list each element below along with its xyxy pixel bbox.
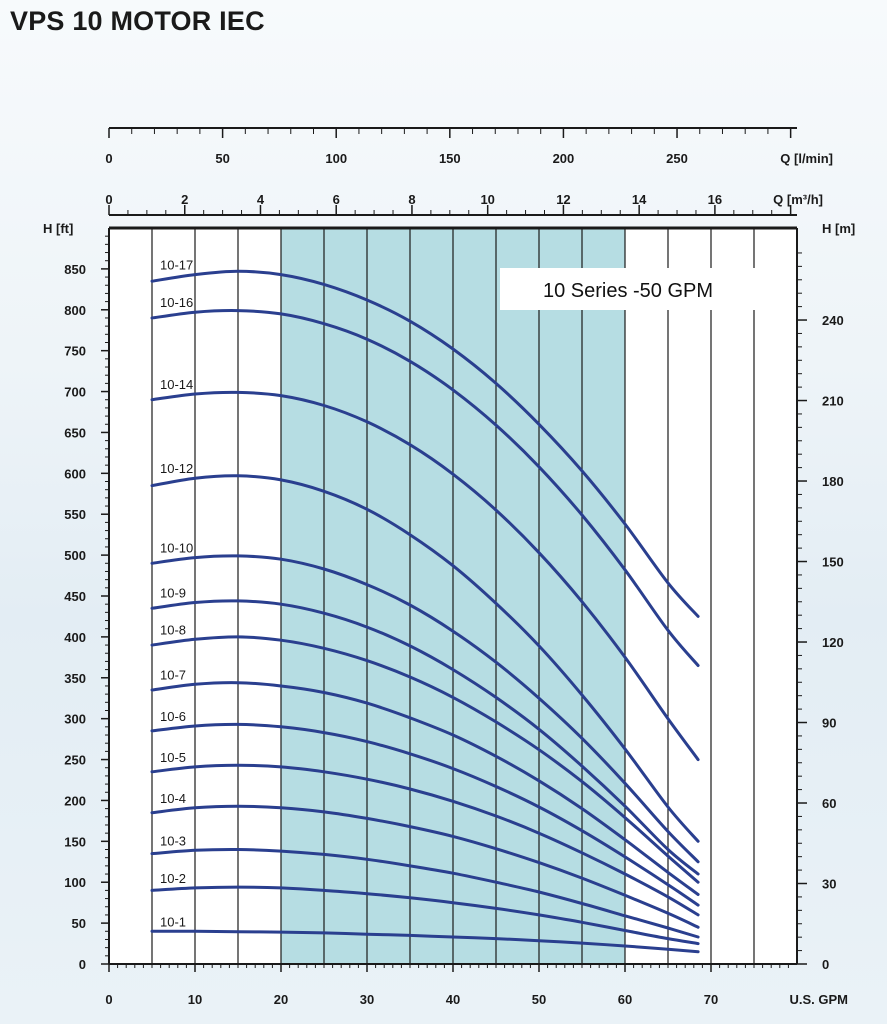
y-right-tick-label: 90 <box>822 716 836 731</box>
grid-lines <box>108 226 798 965</box>
y-left-tick-label: 700 <box>64 385 86 400</box>
x-top-lmin-tick-label: 250 <box>666 151 688 166</box>
y-left-tick-label: 850 <box>64 262 86 277</box>
x-top-m3h-tick-label: 4 <box>257 192 265 207</box>
y-left-axis-label: H [ft] <box>43 221 73 236</box>
pump-curve-10-9 <box>150 599 700 876</box>
y-left-tick-label: 50 <box>72 916 86 931</box>
x-top-m3h-tick-label: 8 <box>408 192 415 207</box>
pump-curve-10-6 <box>150 722 700 907</box>
curve-label-10-12: 10-12 <box>160 461 193 476</box>
page-title: VPS 10 MOTOR IEC <box>10 6 265 36</box>
curve-label-10-1: 10-1 <box>160 914 186 929</box>
y-right-tick-label: 120 <box>822 635 844 650</box>
pump-curve-10-16 <box>150 309 700 667</box>
curve-label-10-4: 10-4 <box>160 791 186 806</box>
x-bottom-tick-label: 60 <box>618 992 632 1007</box>
curve-label-10-2: 10-2 <box>160 871 186 886</box>
pump-curve-10-3 <box>150 847 700 939</box>
curve-label-10-17: 10-17 <box>160 258 193 273</box>
series-annotation: 10 Series -50 GPM <box>500 268 756 310</box>
y-right-tick-label: 150 <box>822 555 844 570</box>
x-top-m3h-tick-label: 2 <box>181 192 188 207</box>
x-bottom-tick-label: 0 <box>105 992 112 1007</box>
x-top-m3h-axis-label: Q [m³/h] <box>773 192 823 207</box>
x-bottom-tick-label: 50 <box>532 992 546 1007</box>
x-top-lmin-tick-label: 50 <box>215 151 229 166</box>
x-bottom-tick-label: 70 <box>704 992 718 1007</box>
y-left-tick-label: 400 <box>64 630 86 645</box>
y-right-tick-label: 210 <box>822 394 844 409</box>
y-left-tick-label: 650 <box>64 425 86 440</box>
pump-curve-10-17 <box>150 269 700 618</box>
x-top-lmin-axis-label: Q [l/min] <box>780 151 833 166</box>
x-top-m3h-tick-label: 16 <box>708 192 722 207</box>
y-left-tick-label: 350 <box>64 671 86 686</box>
y-left-tick-label: 0 <box>79 957 86 972</box>
x-top-m3h-tick-label: 12 <box>556 192 570 207</box>
series-annotation-text: 10 Series -50 GPM <box>543 280 713 302</box>
y-left-tick-label: 500 <box>64 548 86 563</box>
y-left-tick-label: 300 <box>64 712 86 727</box>
x-top-m3h-tick-label: 14 <box>632 192 647 207</box>
curve-label-10-16: 10-16 <box>160 295 193 310</box>
y-left-tick-label: 250 <box>64 753 86 768</box>
x-top-lmin-tick-label: 100 <box>325 151 347 166</box>
x-top-m3h-tick-label: 10 <box>480 192 494 207</box>
axes: 0501001502002503003504004505005506006507… <box>43 127 855 1007</box>
y-left-tick-label: 800 <box>64 303 86 318</box>
x-bottom-axis-label: U.S. GPM <box>789 992 848 1007</box>
y-right-tick-label: 60 <box>822 796 836 811</box>
pump-curve-10-10 <box>150 554 700 864</box>
y-right-tick-label: 180 <box>822 474 844 489</box>
curve-label-10-7: 10-7 <box>160 667 186 682</box>
pump-curve-10-4 <box>150 804 700 929</box>
curve-label-10-8: 10-8 <box>160 622 186 637</box>
x-top-lmin-tick-label: 200 <box>553 151 575 166</box>
pump-curve-10-7 <box>150 681 700 896</box>
pump-curve-10-2 <box>150 885 700 946</box>
x-top-m3h-tick-label: 6 <box>333 192 340 207</box>
x-top-lmin-tick-label: 0 <box>105 151 112 166</box>
y-left-tick-label: 550 <box>64 507 86 522</box>
pump-curve-10-1 <box>150 929 700 954</box>
curve-labels: 10-1 10-2 10-3 10-4 10-5 10-6 10-7 10-8 10-9 10-1… <box>160 258 193 930</box>
pump-curves <box>150 269 700 954</box>
y-right-tick-label: 0 <box>822 957 829 972</box>
curve-label-10-5: 10-5 <box>160 750 186 765</box>
pump-curve-10-5 <box>150 763 700 917</box>
pump-curve-10-12 <box>150 474 700 843</box>
x-bottom-tick-label: 30 <box>360 992 374 1007</box>
series-annotation-box <box>500 268 756 310</box>
pump-curve-10-8 <box>150 635 700 884</box>
y-left-tick-label: 750 <box>64 344 86 359</box>
curve-label-10-3: 10-3 <box>160 833 186 848</box>
x-bottom-tick-label: 20 <box>274 992 288 1007</box>
x-top-lmin-tick-label: 150 <box>439 151 461 166</box>
y-left-tick-label: 150 <box>64 834 86 849</box>
x-top-m3h-tick-label: 0 <box>105 192 112 207</box>
y-right-tick-label: 240 <box>822 313 844 328</box>
pump-curve-10-14 <box>150 390 700 762</box>
x-bottom-tick-label: 40 <box>446 992 460 1007</box>
curve-label-10-9: 10-9 <box>160 586 186 601</box>
x-bottom-tick-label: 10 <box>188 992 202 1007</box>
curve-label-10-14: 10-14 <box>160 377 193 392</box>
curve-label-10-6: 10-6 <box>160 709 186 724</box>
y-left-tick-label: 200 <box>64 793 86 808</box>
y-left-tick-label: 450 <box>64 589 86 604</box>
y-right-tick-label: 30 <box>822 877 836 892</box>
y-left-tick-label: 100 <box>64 875 86 890</box>
y-left-tick-label: 600 <box>64 466 86 481</box>
y-right-axis-label: H [m] <box>822 221 855 236</box>
curve-label-10-10: 10-10 <box>160 541 193 556</box>
